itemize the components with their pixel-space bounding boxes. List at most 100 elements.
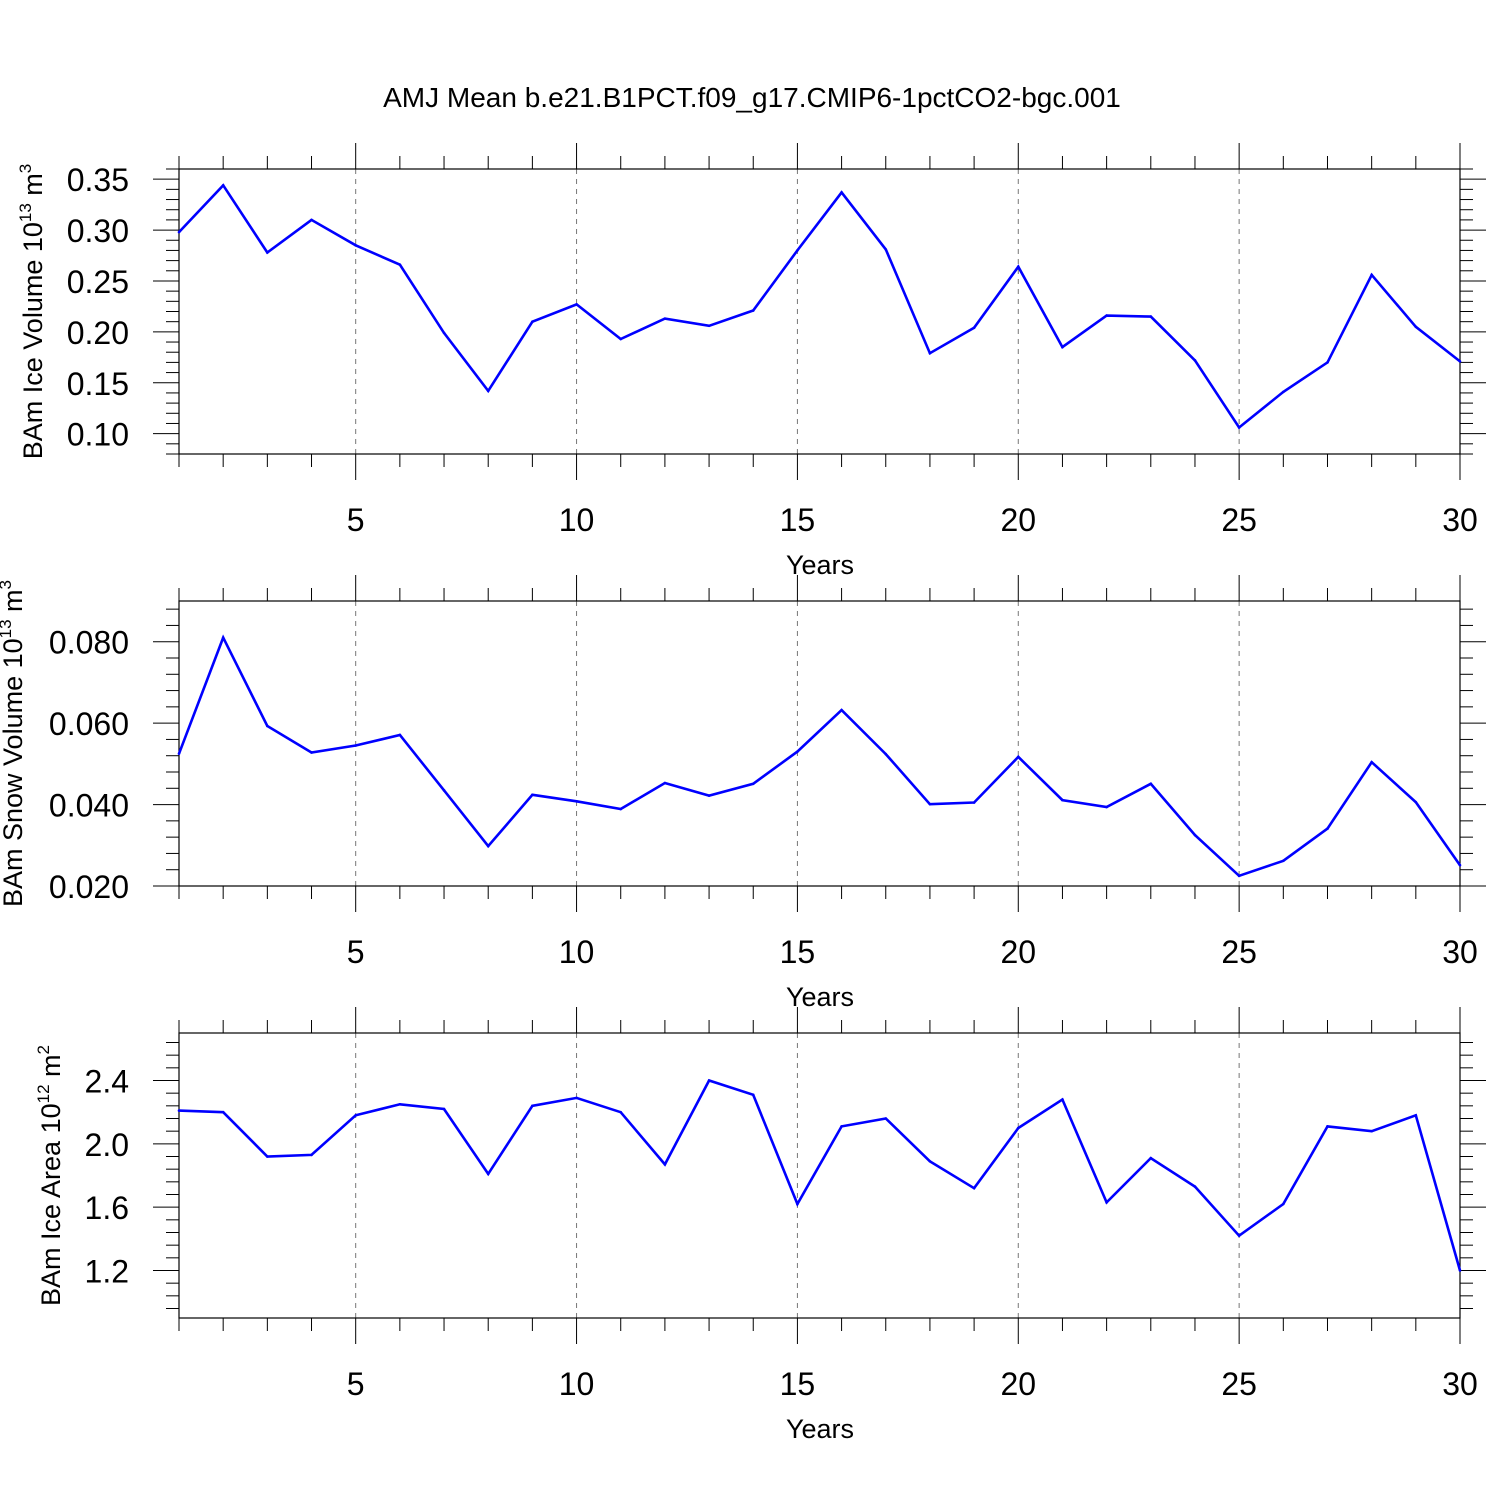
data-point — [1193, 359, 1197, 362]
data-point — [619, 1110, 623, 1114]
y-tick-label: 0.020 — [49, 869, 129, 905]
data-point — [1016, 265, 1020, 269]
x-tick-label: 20 — [1000, 1366, 1036, 1402]
x-tick-label: 10 — [559, 934, 595, 970]
data-point — [840, 708, 843, 712]
data-point — [575, 1096, 578, 1100]
y-axis-label: BAm Snow Volume 1013 m3 — [0, 580, 28, 907]
y-tick-label: 0.15 — [67, 366, 129, 402]
plot-frame — [178, 168, 1461, 455]
data-point — [354, 744, 357, 747]
y-tick-label: 0.30 — [67, 213, 129, 249]
data-point — [266, 1155, 269, 1158]
data-point — [177, 1109, 181, 1112]
plot-frame — [178, 1032, 1461, 1319]
data-point — [398, 733, 402, 737]
x-tick-label: 30 — [1442, 934, 1478, 970]
y-axis-label-superscript: 2 — [34, 1045, 53, 1054]
x-tick-label: 25 — [1221, 1366, 1257, 1402]
data-point — [531, 793, 534, 797]
data-point — [972, 801, 976, 804]
x-tick-label: 15 — [780, 1366, 816, 1402]
data-point — [1282, 1202, 1285, 1206]
y-axis-label-superscript: 13 — [16, 203, 35, 222]
data-point — [1105, 1201, 1108, 1204]
data-point — [310, 218, 313, 222]
data-point — [884, 1117, 888, 1120]
plot-frame — [178, 600, 1461, 887]
data-point — [354, 1114, 357, 1117]
data-point — [972, 326, 976, 330]
data-point — [1105, 314, 1108, 317]
y-axis-label-superscript: 12 — [34, 1084, 53, 1103]
x-tick-label: 30 — [1442, 502, 1478, 538]
x-tick-label: 20 — [1000, 934, 1036, 970]
data-point — [221, 636, 225, 639]
y-axis-label-superscript: 3 — [0, 580, 15, 589]
data-point — [398, 1102, 402, 1106]
x-tick-label: 15 — [780, 502, 816, 538]
data-point — [266, 724, 269, 728]
data-point — [796, 1202, 799, 1206]
y-axis-label-part: m — [0, 589, 28, 619]
y-axis-label-part: BAm Snow Volume 10 — [0, 638, 28, 907]
data-point — [619, 807, 623, 811]
data-point — [531, 320, 534, 323]
data-point — [354, 244, 357, 247]
data-point — [486, 844, 490, 848]
chart-panel-snow-volume: 5 10 15 20 25 30 0.020 0.040 0.060 0.080 Years BAm … — [0, 575, 1486, 1012]
data-point — [1193, 833, 1197, 837]
y-tick-label: 0.25 — [67, 264, 129, 300]
y-tick-label: 0.10 — [67, 417, 129, 453]
x-tick-label: 10 — [559, 502, 595, 538]
data-point — [1370, 1129, 1373, 1133]
y-axis-label: BAm Ice Volume 1013 m3 — [16, 164, 48, 460]
data-point — [1458, 863, 1462, 867]
y-axis-label-part: BAm Ice Area 10 — [36, 1103, 66, 1306]
data-point — [796, 750, 799, 753]
data-point — [619, 337, 623, 341]
data-point — [1105, 805, 1108, 809]
data-point — [1414, 1114, 1418, 1117]
data-point — [884, 248, 888, 251]
data-point — [177, 752, 181, 755]
data-point — [221, 1110, 225, 1114]
data-point — [840, 1125, 843, 1128]
data-point — [751, 782, 755, 786]
data-point — [221, 183, 225, 187]
data-point — [1458, 1269, 1462, 1272]
x-tick-label: 20 — [1000, 502, 1036, 538]
data-point — [663, 1163, 667, 1166]
data-point — [1237, 874, 1241, 878]
data-point — [707, 794, 711, 797]
x-tick-label: 5 — [347, 1366, 365, 1402]
x-axis-label: Years — [786, 982, 854, 1012]
y-axis-label-superscript: 13 — [0, 619, 15, 638]
data-point — [486, 1172, 490, 1176]
data-point — [1061, 345, 1064, 349]
x-axis-label: Years — [786, 1414, 854, 1444]
x-tick-label: 5 — [347, 502, 365, 538]
data-point — [751, 1093, 755, 1097]
data-point — [663, 781, 667, 785]
data-point — [266, 251, 269, 254]
data-point — [442, 331, 446, 335]
y-axis-label: BAm Ice Area 1012 m2 — [34, 1045, 66, 1306]
data-point — [928, 802, 932, 806]
data-point — [1282, 390, 1285, 394]
data-point — [1414, 800, 1418, 804]
y-axis-label-part: m — [36, 1054, 66, 1084]
x-tick-label: 30 — [1442, 1366, 1478, 1402]
data-point — [1237, 1234, 1241, 1237]
x-tick-label: 10 — [559, 1366, 595, 1402]
data-point — [1458, 360, 1462, 363]
y-axis-label-part: m — [18, 173, 48, 203]
data-point — [1016, 755, 1020, 759]
data-point — [707, 324, 711, 328]
x-tick-label: 25 — [1221, 502, 1257, 538]
x-axis-label: Years — [786, 550, 854, 580]
data-point — [1326, 361, 1329, 364]
x-tick-label: 15 — [780, 934, 816, 970]
data-point — [486, 389, 490, 393]
y-tick-label: 0.35 — [67, 162, 129, 198]
